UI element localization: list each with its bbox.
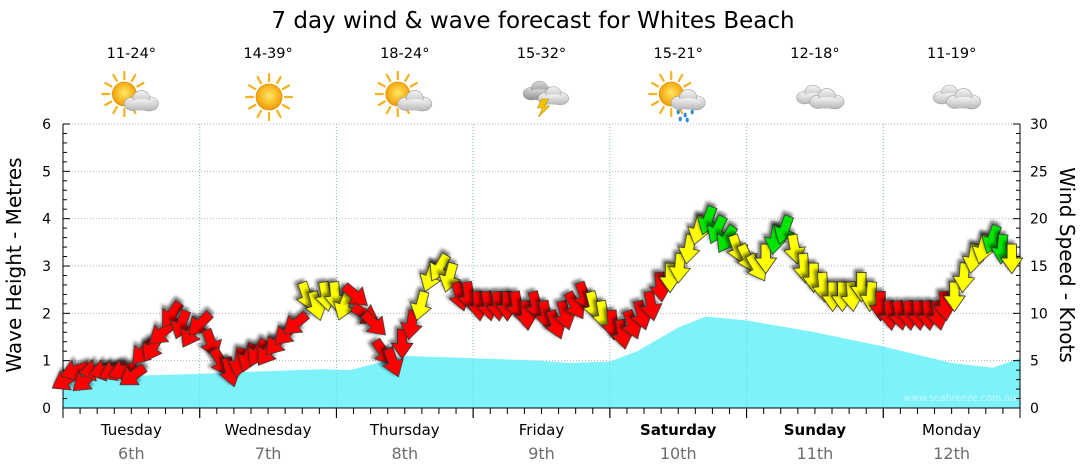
y-tick-label-left: 1 — [42, 354, 51, 370]
partly-cloudy-icon — [374, 70, 433, 118]
y-tick-label-right: 0 — [1030, 401, 1039, 417]
day-name-label: Thursday — [369, 421, 440, 439]
temperature-label: 18-24° — [380, 46, 429, 62]
wind-arrow — [438, 261, 461, 293]
wind-arrow — [1000, 243, 1024, 275]
y-tick-label-right: 15 — [1030, 259, 1048, 275]
storm-icon — [522, 80, 569, 118]
day-name-label: Sunday — [784, 421, 847, 439]
cloudy-icon — [933, 84, 981, 110]
credit-text: www.seabreeze.com.au — [904, 393, 1017, 404]
day-date-label: 12th — [933, 444, 970, 463]
wind-arrow — [341, 282, 368, 306]
showers-icon — [648, 70, 706, 123]
wind-arrow — [283, 310, 310, 335]
wind-arrow — [952, 262, 976, 294]
wind-arrow — [360, 310, 386, 336]
wind-arrow — [119, 363, 148, 386]
y-tick-label-left: 4 — [42, 212, 51, 228]
day-name-label: Monday — [922, 421, 981, 439]
temperature-label: 11-19° — [927, 46, 976, 62]
day-name-label: Friday — [519, 421, 565, 439]
y-tick-label-left: 6 — [42, 117, 51, 133]
day-labels: Tuesday 6th Wednesday 7th Thursday 8th Friday 9… — [100, 421, 982, 463]
day-name-label: Saturday — [640, 421, 717, 439]
wind-arrow — [639, 290, 663, 322]
wind-arrow — [668, 252, 691, 284]
temperature-label: 15-21° — [654, 46, 703, 62]
temperature-label: 12-18° — [790, 46, 839, 62]
wind-arrow — [409, 290, 432, 321]
chart-title: 7 day wind & wave forecast for Whites Be… — [271, 8, 794, 34]
day-name-label: Tuesday — [100, 421, 162, 439]
temperature-label: 14-39° — [243, 46, 292, 62]
temperature-label: 11-24° — [107, 46, 156, 62]
y-tick-label-right: 10 — [1030, 306, 1048, 322]
partly-cloudy-icon — [101, 70, 159, 118]
day-date-label: 9th — [528, 444, 555, 463]
wind-series — [51, 204, 1024, 392]
day-date-label: 11th — [797, 444, 834, 463]
y-tick-label-right: 5 — [1030, 354, 1039, 370]
day-date-label: 6th — [118, 444, 145, 463]
weather-row: 11-24° 14-39° 18-24° 15-32° 15-21° 12-18° 11-1… — [101, 46, 981, 123]
y-tick-label-left: 3 — [42, 259, 51, 275]
wave-height-area — [63, 316, 1020, 408]
sunny-icon — [244, 72, 294, 122]
y-tick-label-left: 2 — [42, 306, 51, 322]
y-tick-label-left: 5 — [42, 164, 51, 180]
cloudy-icon — [796, 84, 845, 110]
y-tick-label-right: 20 — [1030, 212, 1048, 228]
wind-arrow — [390, 328, 414, 360]
day-date-label: 10th — [660, 444, 697, 463]
day-name-label: Wednesday — [225, 421, 312, 439]
y-tick-label-right: 25 — [1030, 164, 1048, 180]
day-date-label: 8th — [391, 444, 418, 463]
day-date-label: 7th — [255, 444, 282, 463]
wind-arrow — [754, 243, 778, 275]
y-tick-label-left: 0 — [42, 401, 51, 417]
temperature-label: 15-32° — [517, 46, 566, 62]
y-axis-label-right: Wind Speed - Knots — [1055, 167, 1079, 363]
y-tick-label-right: 30 — [1030, 117, 1048, 133]
y-axis-label-left: Wave Height - Metres — [2, 157, 26, 372]
wind-arrow — [943, 281, 966, 312]
